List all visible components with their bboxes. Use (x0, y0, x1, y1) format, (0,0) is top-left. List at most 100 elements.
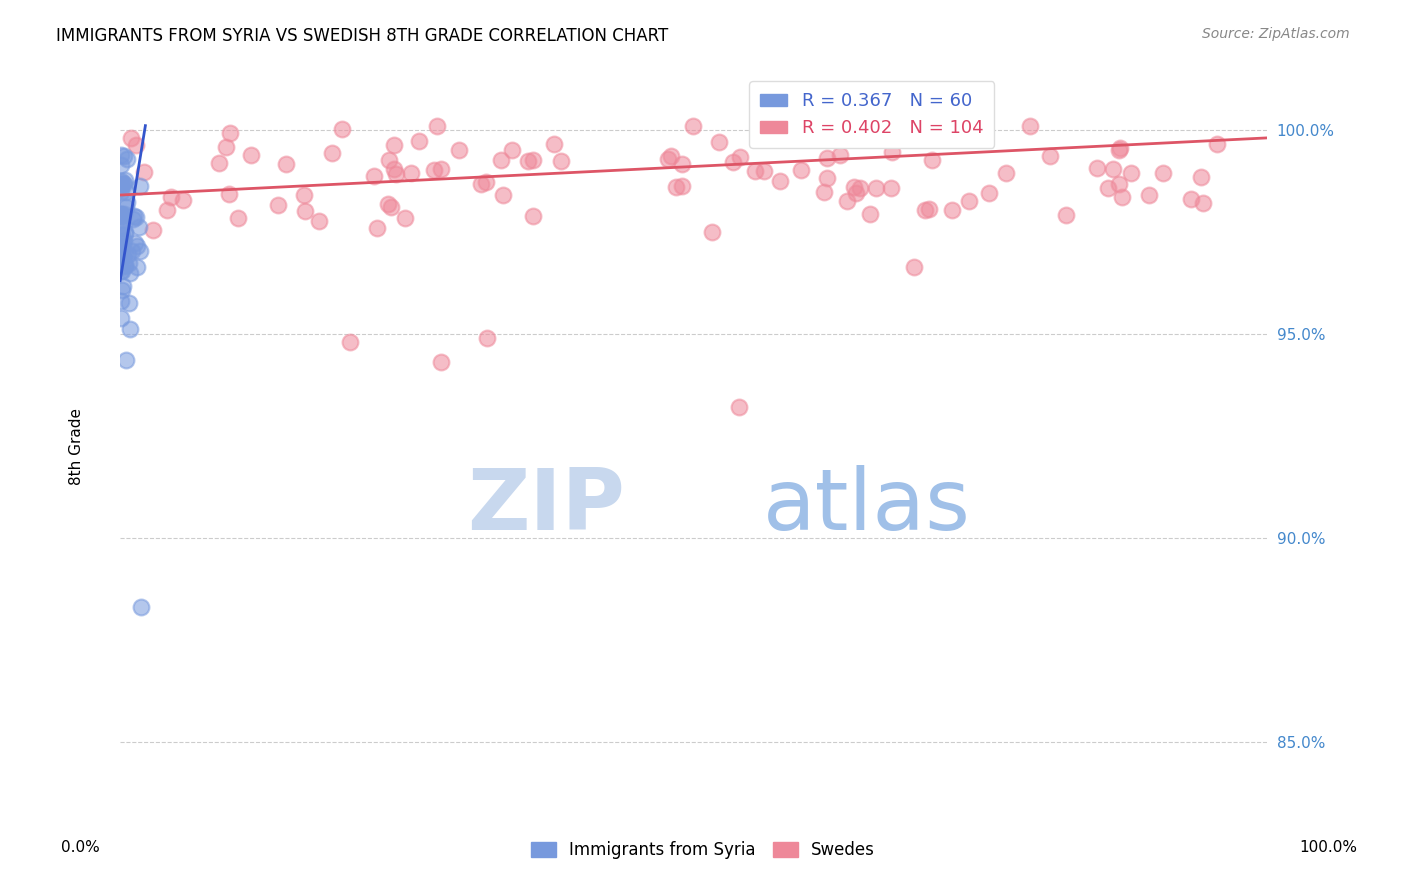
Point (994, 166, 1017, 180)
Point (129, 600, 152, 615)
Point (918, 202, 941, 216)
Point (1205, 136, 1227, 151)
Point (813, 185, 835, 199)
Text: 100.0%: 100.0% (1299, 840, 1358, 855)
Point (110, 209, 132, 223)
Point (114, 259, 136, 273)
Point (294, 203, 316, 218)
Point (522, 153, 544, 167)
Point (112, 149, 135, 163)
Point (550, 154, 572, 169)
Point (124, 236, 146, 251)
Point (292, 187, 315, 202)
Point (789, 162, 811, 177)
Point (426, 119, 449, 133)
Point (115, 153, 138, 167)
Point (110, 242, 132, 256)
Point (880, 145, 903, 160)
Point (489, 153, 512, 168)
Point (1111, 190, 1133, 204)
Point (859, 207, 882, 221)
Point (110, 185, 132, 199)
Point (378, 153, 401, 167)
Point (769, 174, 792, 188)
Point (754, 164, 776, 178)
Point (110, 241, 132, 255)
Point (122, 209, 145, 223)
Point (122, 211, 145, 226)
Point (492, 188, 515, 202)
Point (110, 208, 132, 222)
Point (1019, 119, 1042, 133)
Point (475, 331, 498, 345)
Point (828, 148, 851, 162)
Point (447, 143, 470, 157)
Point (1108, 143, 1130, 157)
Point (114, 173, 136, 187)
Point (700, 226, 723, 240)
Text: 0.0%: 0.0% (60, 840, 100, 855)
Point (385, 167, 408, 181)
Point (110, 294, 132, 309)
Point (721, 155, 744, 169)
Point (112, 207, 135, 221)
Point (522, 209, 544, 223)
Point (470, 177, 492, 191)
Point (112, 178, 135, 192)
Point (129, 179, 152, 194)
Point (128, 220, 150, 235)
Point (112, 249, 135, 263)
Text: 8th Grade: 8th Grade (69, 408, 84, 484)
Point (156, 203, 179, 218)
Text: IMMIGRANTS FROM SYRIA VS SWEDISH 8TH GRADE CORRELATION CHART: IMMIGRANTS FROM SYRIA VS SWEDISH 8TH GRA… (56, 27, 668, 45)
Point (1102, 161, 1125, 176)
Point (837, 194, 859, 208)
Point (112, 234, 135, 248)
Point (111, 248, 134, 262)
Point (728, 401, 751, 415)
Point (845, 186, 868, 201)
Text: atlas: atlas (762, 465, 970, 548)
Point (110, 207, 132, 221)
Point (110, 207, 132, 221)
Point (501, 143, 523, 157)
Point (218, 127, 240, 141)
Point (127, 260, 149, 274)
Point (110, 180, 132, 194)
Point (321, 145, 343, 160)
Point (543, 136, 565, 151)
Point (142, 223, 165, 237)
Point (382, 137, 405, 152)
Text: Source: ZipAtlas.com: Source: ZipAtlas.com (1202, 27, 1350, 41)
Point (815, 170, 838, 185)
Point (114, 353, 136, 368)
Point (1137, 188, 1160, 202)
Point (118, 322, 141, 336)
Point (682, 119, 704, 133)
Point (110, 177, 132, 191)
Point (430, 161, 453, 176)
Point (111, 219, 134, 234)
Legend: R = 0.367   N = 60, R = 0.402   N = 104: R = 0.367 N = 60, R = 0.402 N = 104 (749, 81, 994, 148)
Point (110, 264, 132, 278)
Point (423, 163, 446, 178)
Point (394, 211, 416, 225)
Point (879, 181, 901, 195)
Point (112, 279, 135, 293)
Point (1191, 195, 1213, 210)
Point (671, 156, 693, 170)
Point (730, 149, 752, 163)
Point (330, 122, 353, 136)
Point (815, 151, 838, 165)
Point (111, 176, 134, 190)
Point (903, 260, 925, 275)
Point (110, 148, 132, 162)
Point (115, 194, 138, 209)
Point (110, 311, 132, 326)
Point (1180, 192, 1202, 206)
Point (226, 211, 249, 225)
Point (111, 235, 134, 250)
Point (786, 119, 808, 133)
Point (125, 138, 148, 153)
Point (1189, 169, 1212, 184)
